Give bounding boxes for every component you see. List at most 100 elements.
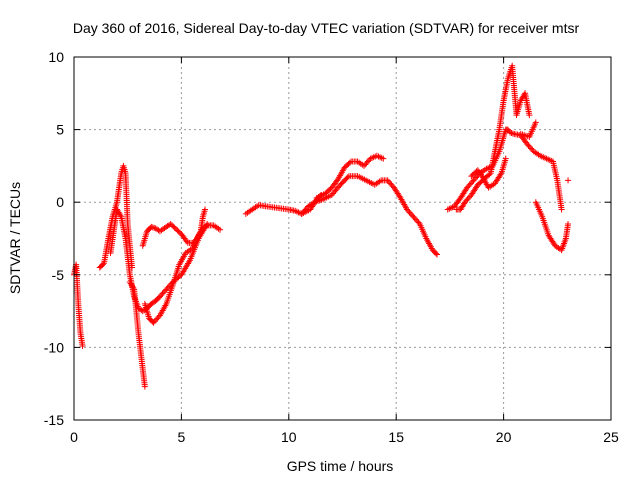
data-point [466,181,473,188]
data-point [470,177,477,184]
data-point [346,159,353,166]
data-point [202,223,209,230]
data-point [525,142,532,149]
data-point [163,286,170,293]
y-tick-label: 10 [48,49,64,65]
data-point [160,289,167,296]
data-point [303,205,310,212]
data-point [167,220,174,227]
x-tick-label: 10 [281,429,297,445]
data-point [524,141,531,148]
data-point [153,316,160,323]
y-tick-label: -10 [44,339,64,355]
data-point [467,180,474,187]
data-point [154,315,161,322]
data-point [299,209,306,216]
data-point [174,227,181,234]
data-point [411,215,418,222]
x-tick-label: 20 [496,429,512,445]
data-point [415,219,422,226]
data-point [532,119,539,126]
data-point [387,180,394,187]
data-point [388,181,395,188]
data-point [334,177,341,184]
data-point [156,293,163,300]
x-tick-label: 25 [603,429,619,445]
x-tick-label: 15 [388,429,404,445]
data-point [526,112,533,119]
chart-title: Day 360 of 2016, Sidereal Day-to-day VTE… [73,20,580,36]
data-point [551,241,558,248]
data-point [362,161,369,168]
data-point [478,171,485,178]
data-point [173,226,180,233]
data-point [396,193,403,200]
data-point [183,238,190,245]
data-point [405,207,412,214]
y-tick-label: -5 [52,267,65,283]
data-point [150,319,157,326]
data-point [385,178,392,185]
data-point [407,210,414,217]
data-point [403,206,410,213]
data-point [565,177,572,184]
data-point [302,206,309,213]
data-point [414,218,421,225]
data-point [344,174,351,181]
data-point [170,223,177,230]
data-point [117,212,124,219]
data-point [384,177,391,184]
data-point [497,171,504,178]
y-tick-label: 5 [56,122,64,138]
data-point [301,207,308,214]
data-point [159,290,166,297]
data-point [99,261,106,268]
y-tick-label: 0 [56,194,64,210]
data-point [529,146,536,153]
x-tick-label: 0 [70,429,78,445]
data-point [164,284,171,291]
data-point [155,313,162,320]
data-point [465,183,472,190]
data-point [464,184,471,191]
data-point [217,226,224,233]
data-point [202,206,209,213]
data-point [464,196,471,203]
data-point [79,342,86,349]
data-point [461,199,468,206]
data-point [432,250,439,257]
data-point [363,159,370,166]
data-point [526,144,533,151]
data-point [409,212,416,219]
data-point [364,158,371,165]
data-point [169,222,176,229]
data-point [565,220,572,227]
x-tick-label: 5 [178,429,186,445]
data-point [162,287,169,294]
data-point [465,194,472,201]
x-axis-label: GPS time / hours [287,458,394,474]
data-point [471,175,478,182]
data-point [463,197,470,204]
data-point [558,206,565,213]
y-tick-label: -15 [44,412,64,428]
data-point [151,318,158,325]
data-point [473,174,480,181]
plot-frame [73,56,612,421]
data-point [406,209,413,216]
data-point [502,155,509,162]
data-point [469,178,476,185]
data-point [380,155,387,162]
data-point [528,145,535,152]
data-point [412,216,419,223]
axis-ticks: 0 5 10 15 20 25 -15 -10 -5 0 5 10 [44,49,619,445]
data-point [434,251,441,258]
data-point [171,224,178,231]
data-point [410,213,417,220]
data-point [158,292,165,299]
data-point [175,228,182,235]
data-point [141,383,148,390]
data-point [298,210,305,217]
data-point [360,162,367,169]
